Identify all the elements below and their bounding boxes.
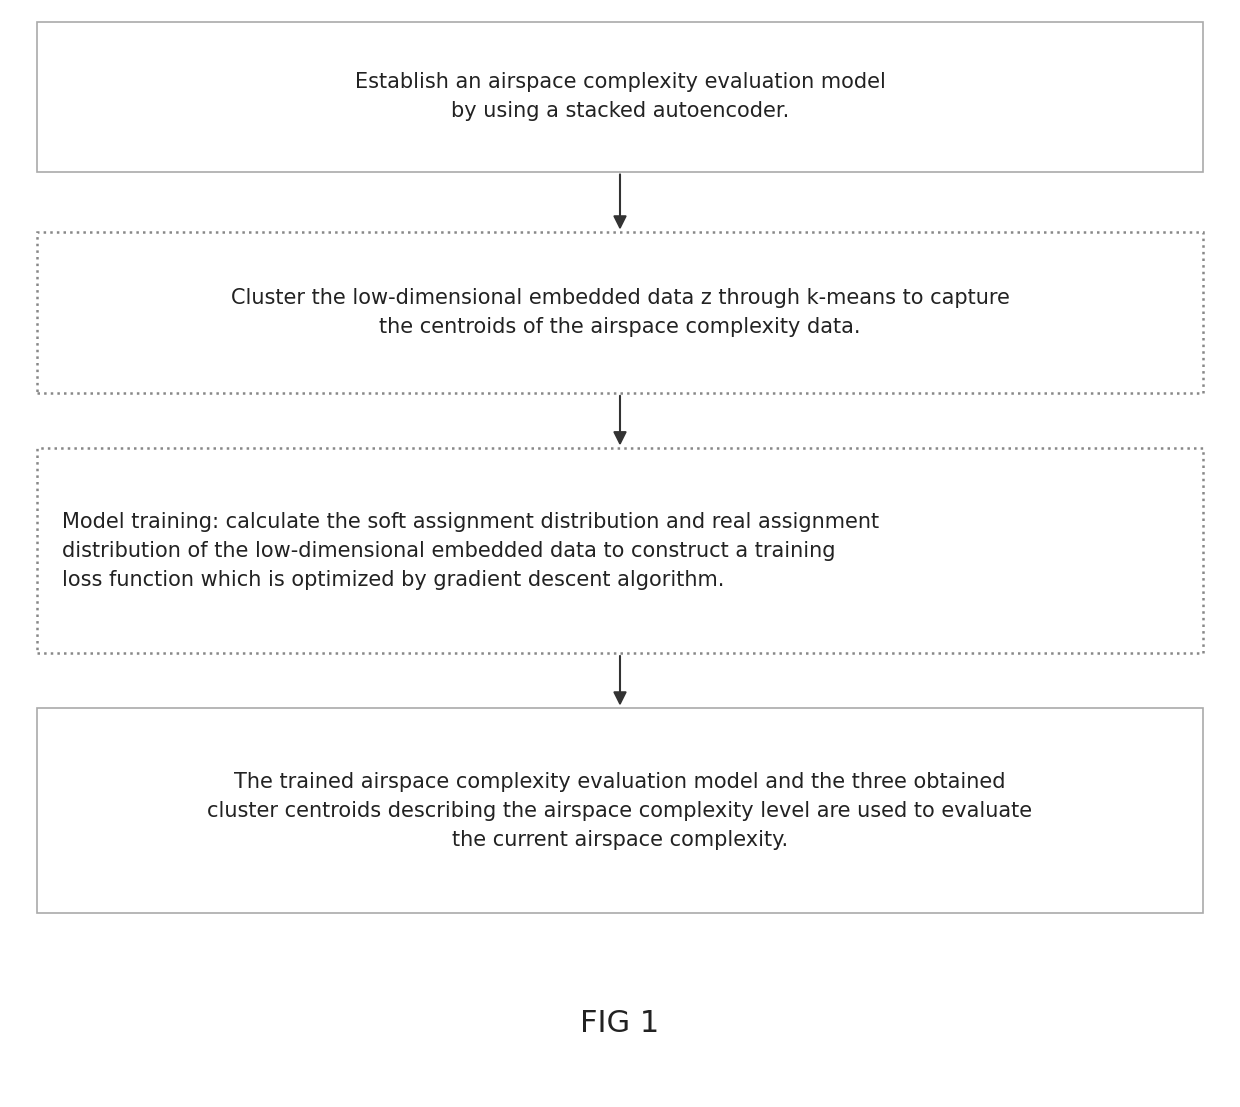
Text: FIG 1: FIG 1 — [580, 1010, 660, 1038]
Text: Model training: calculate the soft assignment distribution and real assignment
d: Model training: calculate the soft assig… — [62, 511, 879, 590]
Text: Establish an airspace complexity evaluation model
by using a stacked autoencoder: Establish an airspace complexity evaluat… — [355, 72, 885, 122]
Text: The trained airspace complexity evaluation model and the three obtained
cluster : The trained airspace complexity evaluati… — [207, 772, 1033, 850]
FancyBboxPatch shape — [37, 232, 1203, 393]
FancyBboxPatch shape — [37, 22, 1203, 172]
Text: Cluster the low-dimensional embedded data z through k-means to capture
the centr: Cluster the low-dimensional embedded dat… — [231, 288, 1009, 338]
FancyBboxPatch shape — [37, 708, 1203, 913]
FancyBboxPatch shape — [37, 448, 1203, 653]
